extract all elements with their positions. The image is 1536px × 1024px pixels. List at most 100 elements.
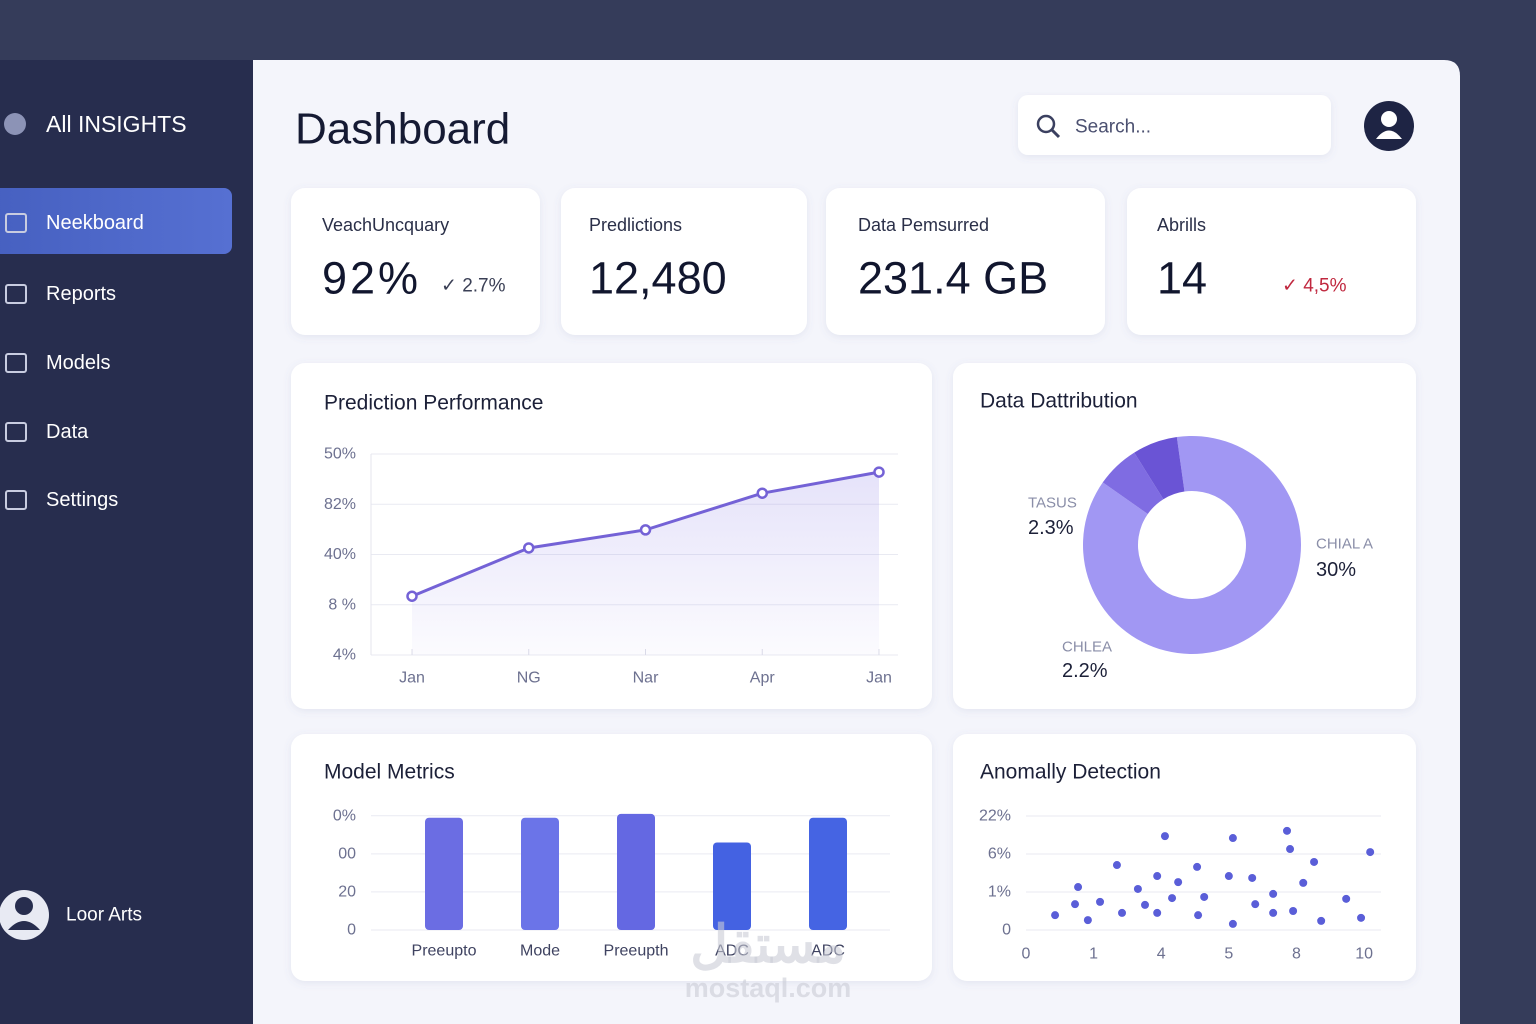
scatter-point [1133,884,1142,893]
scatter-point [1194,911,1203,920]
x-tick-label: Preeupto [412,943,477,960]
bar [425,817,463,930]
pie-value-label: 2.2% [1062,660,1108,682]
y-tick-label: 00 [338,845,356,862]
user-avatar-head [15,897,33,915]
pie-value-label: 30% [1316,559,1356,581]
scatter-point [1299,878,1308,887]
bar [521,817,559,930]
x-tick-label: Mode [520,943,560,960]
kpi-card [561,188,807,335]
nav-icon [5,213,27,233]
scatter-point [1286,845,1295,854]
x-tick-label: Preeupth [604,943,669,960]
pie-value-label: 2.3% [1028,517,1074,539]
sidebar-content: All INSIGHTS Loor Arts Neekboard Reports M… [0,111,232,940]
scatter-point [1357,913,1366,922]
line-point [523,542,535,554]
nav-item[interactable]: Reports [46,283,116,305]
nav-icon [5,353,27,373]
y-tick-label: 50% [324,446,356,463]
nav-icon [5,284,27,304]
y-tick-label: 0 [1002,922,1011,939]
scatter-point [1153,908,1162,917]
x-tick-label: ADC [811,943,845,960]
chart-title: Model Metrics [324,761,455,784]
pie-label: TASUS [1028,495,1077,512]
scatter-point [1289,907,1298,915]
scatter-point [1193,862,1202,871]
x-tick-label: 10 [1355,946,1373,963]
scatter-point [1317,916,1326,925]
scatter-point [1251,900,1260,909]
chart-title: Anomally Detection [980,761,1161,784]
brand-icon [4,113,26,135]
bar [713,842,751,930]
scatter-point [1096,897,1105,906]
nav-item[interactable]: Models [46,352,110,374]
nav-item[interactable]: Data [46,421,89,443]
scatter-point [1074,883,1083,892]
kpi-value: 14 [1157,253,1207,304]
user-avatar-body [8,921,40,930]
search-icon-handle [1050,128,1061,139]
kpi-label: Abrills [1157,215,1206,235]
y-tick-label: 0% [333,807,356,824]
line-point [639,524,652,536]
y-tick-label: 40% [324,546,356,563]
scatter-point [1342,894,1351,903]
chart-title: Prediction Performance [324,392,543,415]
chart-card [953,363,1416,709]
line-area [412,472,879,655]
kpi-card [1127,188,1416,335]
scatter-point [1051,911,1060,920]
scatter-point [1228,919,1237,928]
x-tick-label: 8 [1292,946,1301,963]
chart-title: Data Dattribution [980,390,1138,413]
scatter-point [1118,908,1127,917]
scatter-point [1160,832,1169,841]
kpi-delta: ✓ 2.7% [441,276,506,297]
scatter-point [1174,878,1183,887]
line-point [406,590,418,602]
nav-icon [5,422,27,442]
x-tick-label: 4 [1157,946,1166,963]
search-placeholder[interactable]: Search... [1075,117,1151,138]
search-box[interactable] [1018,95,1331,155]
y-tick-label: 82% [324,496,356,513]
search-icon [1036,114,1056,134]
kpi-value: 12,480 [589,253,727,304]
y-tick-label: 22% [979,808,1011,825]
pie-slice [1083,436,1301,654]
bar [809,817,847,930]
kpi-label: VeachUncquary [322,215,449,235]
x-tick-label: 1 [1089,946,1098,963]
x-tick-label: NG [517,670,541,687]
x-tick-label: 0 [1022,946,1031,963]
nav-item[interactable]: Neekboard [46,212,144,234]
scatter-point [1200,892,1209,901]
line-point [873,466,885,478]
nav-icon [5,490,27,510]
chart-card [953,734,1416,981]
user-name[interactable]: Loor Arts [66,905,142,926]
kpi-label: Data Pemsurred [858,215,989,235]
line-point [756,487,768,499]
kpi-value: 92% [322,253,421,304]
y-tick-label: 20 [338,883,356,900]
x-tick-label: Jan [866,670,892,687]
pie-slice [1102,452,1164,514]
y-tick-label: 0 [347,922,356,939]
scatter-point [1153,872,1162,881]
kpi-card [291,188,540,335]
x-tick-label: Jan [399,670,425,687]
kpi-card [826,188,1105,335]
pie-label: CHLEA [1062,639,1112,656]
x-tick-label: ADC [715,943,749,960]
scatter-point [1269,889,1278,898]
watermark-text: mostaql.com [685,973,852,1003]
y-tick-label: 4% [333,647,356,664]
nav-item[interactable]: Settings [46,489,118,511]
profile-avatar-body [1376,130,1402,139]
scatter-point [1366,848,1375,857]
